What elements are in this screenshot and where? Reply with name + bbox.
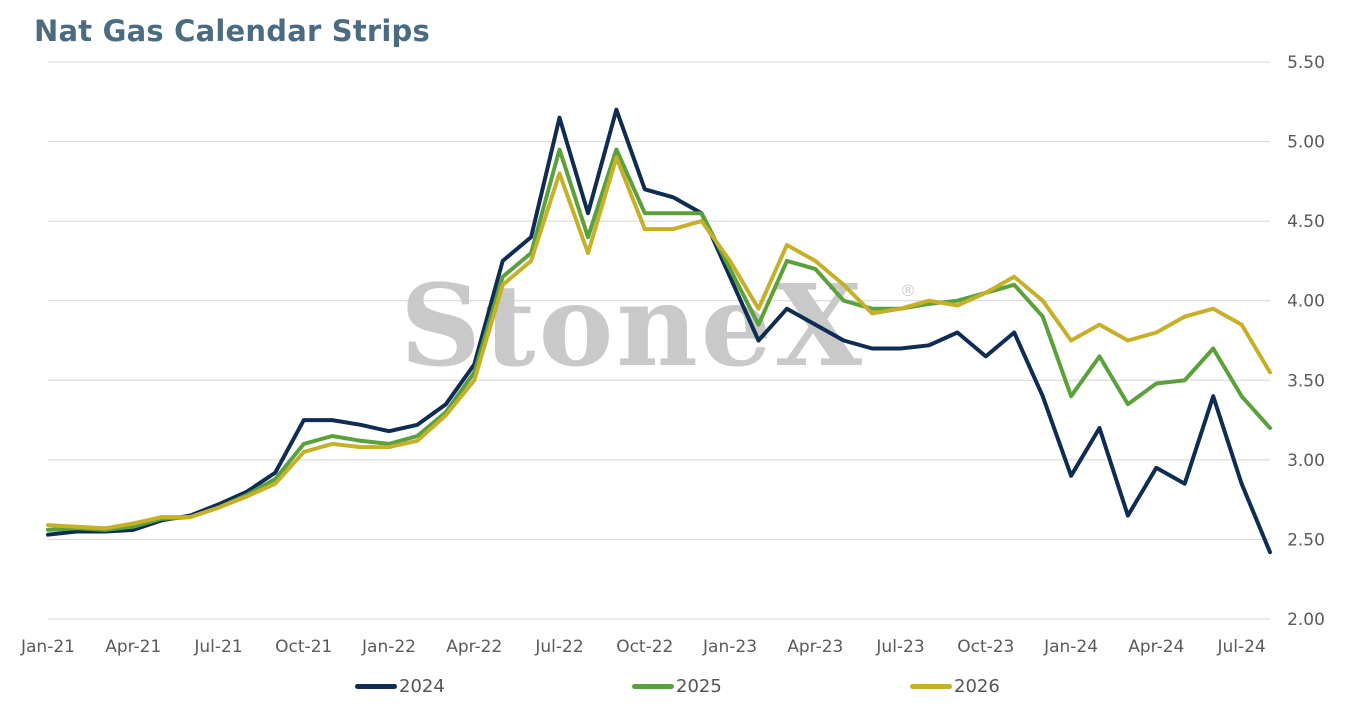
x-tick-label: Oct-22: [616, 637, 673, 657]
y-tick-label: 4.00: [1287, 292, 1325, 312]
x-tick-label: Jan-24: [1043, 637, 1098, 657]
legend-swatch-2026: [910, 684, 952, 689]
legend-label-2025: 2025: [676, 676, 722, 697]
x-tick-label: Apr-24: [1128, 637, 1184, 657]
series-line-2026: [46, 155, 1272, 531]
y-tick-label: 4.50: [1287, 212, 1325, 232]
x-tick-label: Oct-21: [275, 637, 332, 657]
x-tick-label: Oct-23: [957, 637, 1014, 657]
x-tick-label: Jan-21: [20, 637, 75, 657]
grid-lines: [48, 61, 1270, 620]
legend-label-2024: 2024: [399, 676, 445, 697]
watermark-registered-mark: ®: [900, 281, 916, 300]
y-tick-label: 5.50: [1287, 53, 1325, 73]
legend-label-2026: 2026: [954, 676, 1000, 697]
legend: 2024 2025 2026: [0, 676, 1350, 698]
x-tick-label: Apr-23: [787, 637, 843, 657]
legend-item-2026: 2026: [910, 676, 1000, 697]
x-tick-label: Jul-23: [875, 637, 924, 657]
y-tick-label: 5.00: [1287, 133, 1325, 153]
x-tick-label: Apr-21: [105, 637, 161, 657]
x-tick-label: Jul-21: [193, 637, 242, 657]
series-lines: [46, 107, 1272, 555]
legend-item-2024: 2024: [355, 676, 445, 697]
y-tick-label: 3.00: [1287, 451, 1325, 471]
legend-swatch-2024: [355, 684, 397, 689]
x-tick-label: Jul-24: [1216, 637, 1265, 657]
y-axis-ticks: 5.50 5.00 4.50 4.00 3.50 3.00 2.50 2.00: [1287, 53, 1325, 630]
legend-item-2025: 2025: [632, 676, 722, 697]
y-tick-label: 2.50: [1287, 530, 1325, 550]
x-axis-ticks: Jan-21 Apr-21 Jul-21 Oct-21 Jan-22 Apr-22 Jul-…: [20, 637, 1266, 657]
y-tick-label: 2.00: [1287, 610, 1325, 630]
x-tick-label: Apr-22: [446, 637, 502, 657]
x-tick-label: Jan-22: [361, 637, 416, 657]
y-tick-label: 3.50: [1287, 371, 1325, 391]
legend-swatch-2025: [632, 684, 674, 689]
chart-title: Nat Gas Calendar Strips: [34, 14, 430, 48]
x-tick-label: Jul-22: [534, 637, 583, 657]
series-line-2024: [46, 107, 1272, 555]
x-tick-label: Jan-23: [702, 637, 757, 657]
